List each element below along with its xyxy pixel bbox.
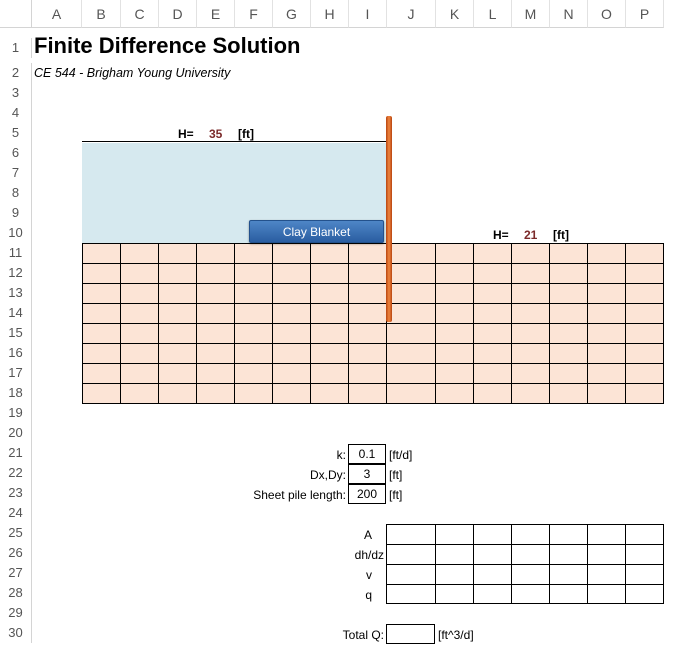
output-grid-hline — [386, 544, 664, 545]
row-header-1[interactable]: 1 — [0, 38, 32, 58]
select-all-corner[interactable] — [0, 0, 32, 28]
soil-grid-hline — [82, 383, 664, 384]
row-header-18[interactable]: 18 — [0, 383, 32, 403]
column-header-a[interactable]: A — [32, 0, 82, 28]
upstream-head-label: H= — [178, 127, 194, 141]
downstream-head-label: H= — [493, 228, 509, 242]
dx-dy-input[interactable]: 3 — [348, 464, 386, 484]
row-header-15[interactable]: 15 — [0, 323, 32, 343]
column-header-g[interactable]: G — [273, 0, 311, 28]
output-label-v: v — [366, 568, 372, 582]
soil-grid-hline — [82, 303, 664, 304]
row-header-12[interactable]: 12 — [0, 263, 32, 283]
row-header-3[interactable]: 3 — [0, 83, 32, 103]
row-header-29[interactable]: 29 — [0, 603, 32, 623]
soil-grid-hline — [82, 343, 664, 344]
output-label-dhdz: dh/dz — [354, 548, 384, 562]
row-header-22[interactable]: 22 — [0, 463, 32, 483]
row-header-5[interactable]: 5 — [0, 123, 32, 143]
downstream-head-unit: [ft] — [553, 228, 569, 242]
k-label: k: — [336, 448, 346, 462]
sheet-pile-length-unit: [ft] — [389, 488, 403, 502]
row-header-25[interactable]: 25 — [0, 523, 32, 543]
row-header-4[interactable]: 4 — [0, 103, 32, 123]
row-header-6[interactable]: 6 — [0, 143, 32, 163]
row-header-14[interactable]: 14 — [0, 303, 32, 323]
column-header-k[interactable]: K — [436, 0, 474, 28]
total-q-unit: [ft^3/d] — [438, 628, 474, 642]
column-header-o[interactable]: O — [588, 0, 626, 28]
row-header-9[interactable]: 9 — [0, 203, 32, 223]
row-header-7[interactable]: 7 — [0, 163, 32, 183]
upstream-head-value[interactable]: 35 — [209, 127, 223, 141]
output-grid-hline — [386, 564, 664, 565]
row-header-30[interactable]: 30 — [0, 623, 32, 643]
row-header-16[interactable]: 16 — [0, 343, 32, 363]
row-header-19[interactable]: 19 — [0, 403, 32, 423]
output-label-q: q — [365, 588, 372, 602]
column-header-b[interactable]: B — [82, 0, 121, 28]
sheet-pile[interactable] — [386, 116, 392, 322]
row-header-8[interactable]: 8 — [0, 183, 32, 203]
column-header-p[interactable]: P — [626, 0, 664, 28]
dx-dy-label: Dx,Dy: — [310, 468, 346, 482]
soil-grid-hline — [82, 363, 664, 364]
row-header-17[interactable]: 17 — [0, 363, 32, 383]
row-header-10[interactable]: 10 — [0, 223, 32, 243]
row-header-20[interactable]: 20 — [0, 423, 32, 443]
row-header-11[interactable]: 11 — [0, 243, 32, 263]
clay-blanket-button[interactable]: Clay Blanket — [249, 220, 384, 243]
column-header-l[interactable]: L — [474, 0, 512, 28]
total-q-output[interactable] — [386, 624, 435, 644]
column-header-i[interactable]: I — [349, 0, 387, 28]
soil-grid-hline — [82, 323, 664, 324]
row-header-21[interactable]: 21 — [0, 443, 32, 463]
upstream-head-unit: [ft] — [238, 127, 254, 141]
row-header-23[interactable]: 23 — [0, 483, 32, 503]
row-header-27[interactable]: 27 — [0, 563, 32, 583]
output-label-a: A — [363, 528, 372, 542]
row-header-2[interactable]: 2 — [0, 63, 32, 83]
column-header-d[interactable]: D — [159, 0, 197, 28]
column-header-c[interactable]: C — [121, 0, 159, 28]
downstream-head-value[interactable]: 21 — [524, 228, 538, 242]
soil-grid-hline — [82, 263, 664, 264]
column-header-n[interactable]: N — [550, 0, 588, 28]
row-header-26[interactable]: 26 — [0, 543, 32, 563]
column-header-e[interactable]: E — [197, 0, 235, 28]
column-header-j[interactable]: J — [387, 0, 436, 28]
sheet-pile-length-input[interactable]: 200 — [348, 484, 386, 504]
column-header-h[interactable]: H — [311, 0, 349, 28]
upstream-water-surface — [82, 141, 388, 142]
sheet-title: Finite Difference Solution — [34, 33, 301, 58]
sheet-pile-length-label: Sheet pile length: — [253, 488, 346, 502]
soil-grid-hline — [82, 283, 664, 284]
column-header-m[interactable]: M — [512, 0, 550, 28]
k-unit: [ft/d] — [389, 448, 413, 462]
total-q-label: Total Q: — [342, 628, 384, 642]
k-input[interactable]: 0.1 — [348, 444, 386, 464]
output-grid-hline — [386, 584, 664, 585]
row-header-24[interactable]: 24 — [0, 503, 32, 523]
dx-dy-unit: [ft] — [389, 468, 403, 482]
sheet-subtitle: CE 544 - Brigham Young University — [34, 66, 231, 80]
row-header-28[interactable]: 28 — [0, 583, 32, 603]
column-header-f[interactable]: F — [235, 0, 273, 28]
row-header-13[interactable]: 13 — [0, 283, 32, 303]
